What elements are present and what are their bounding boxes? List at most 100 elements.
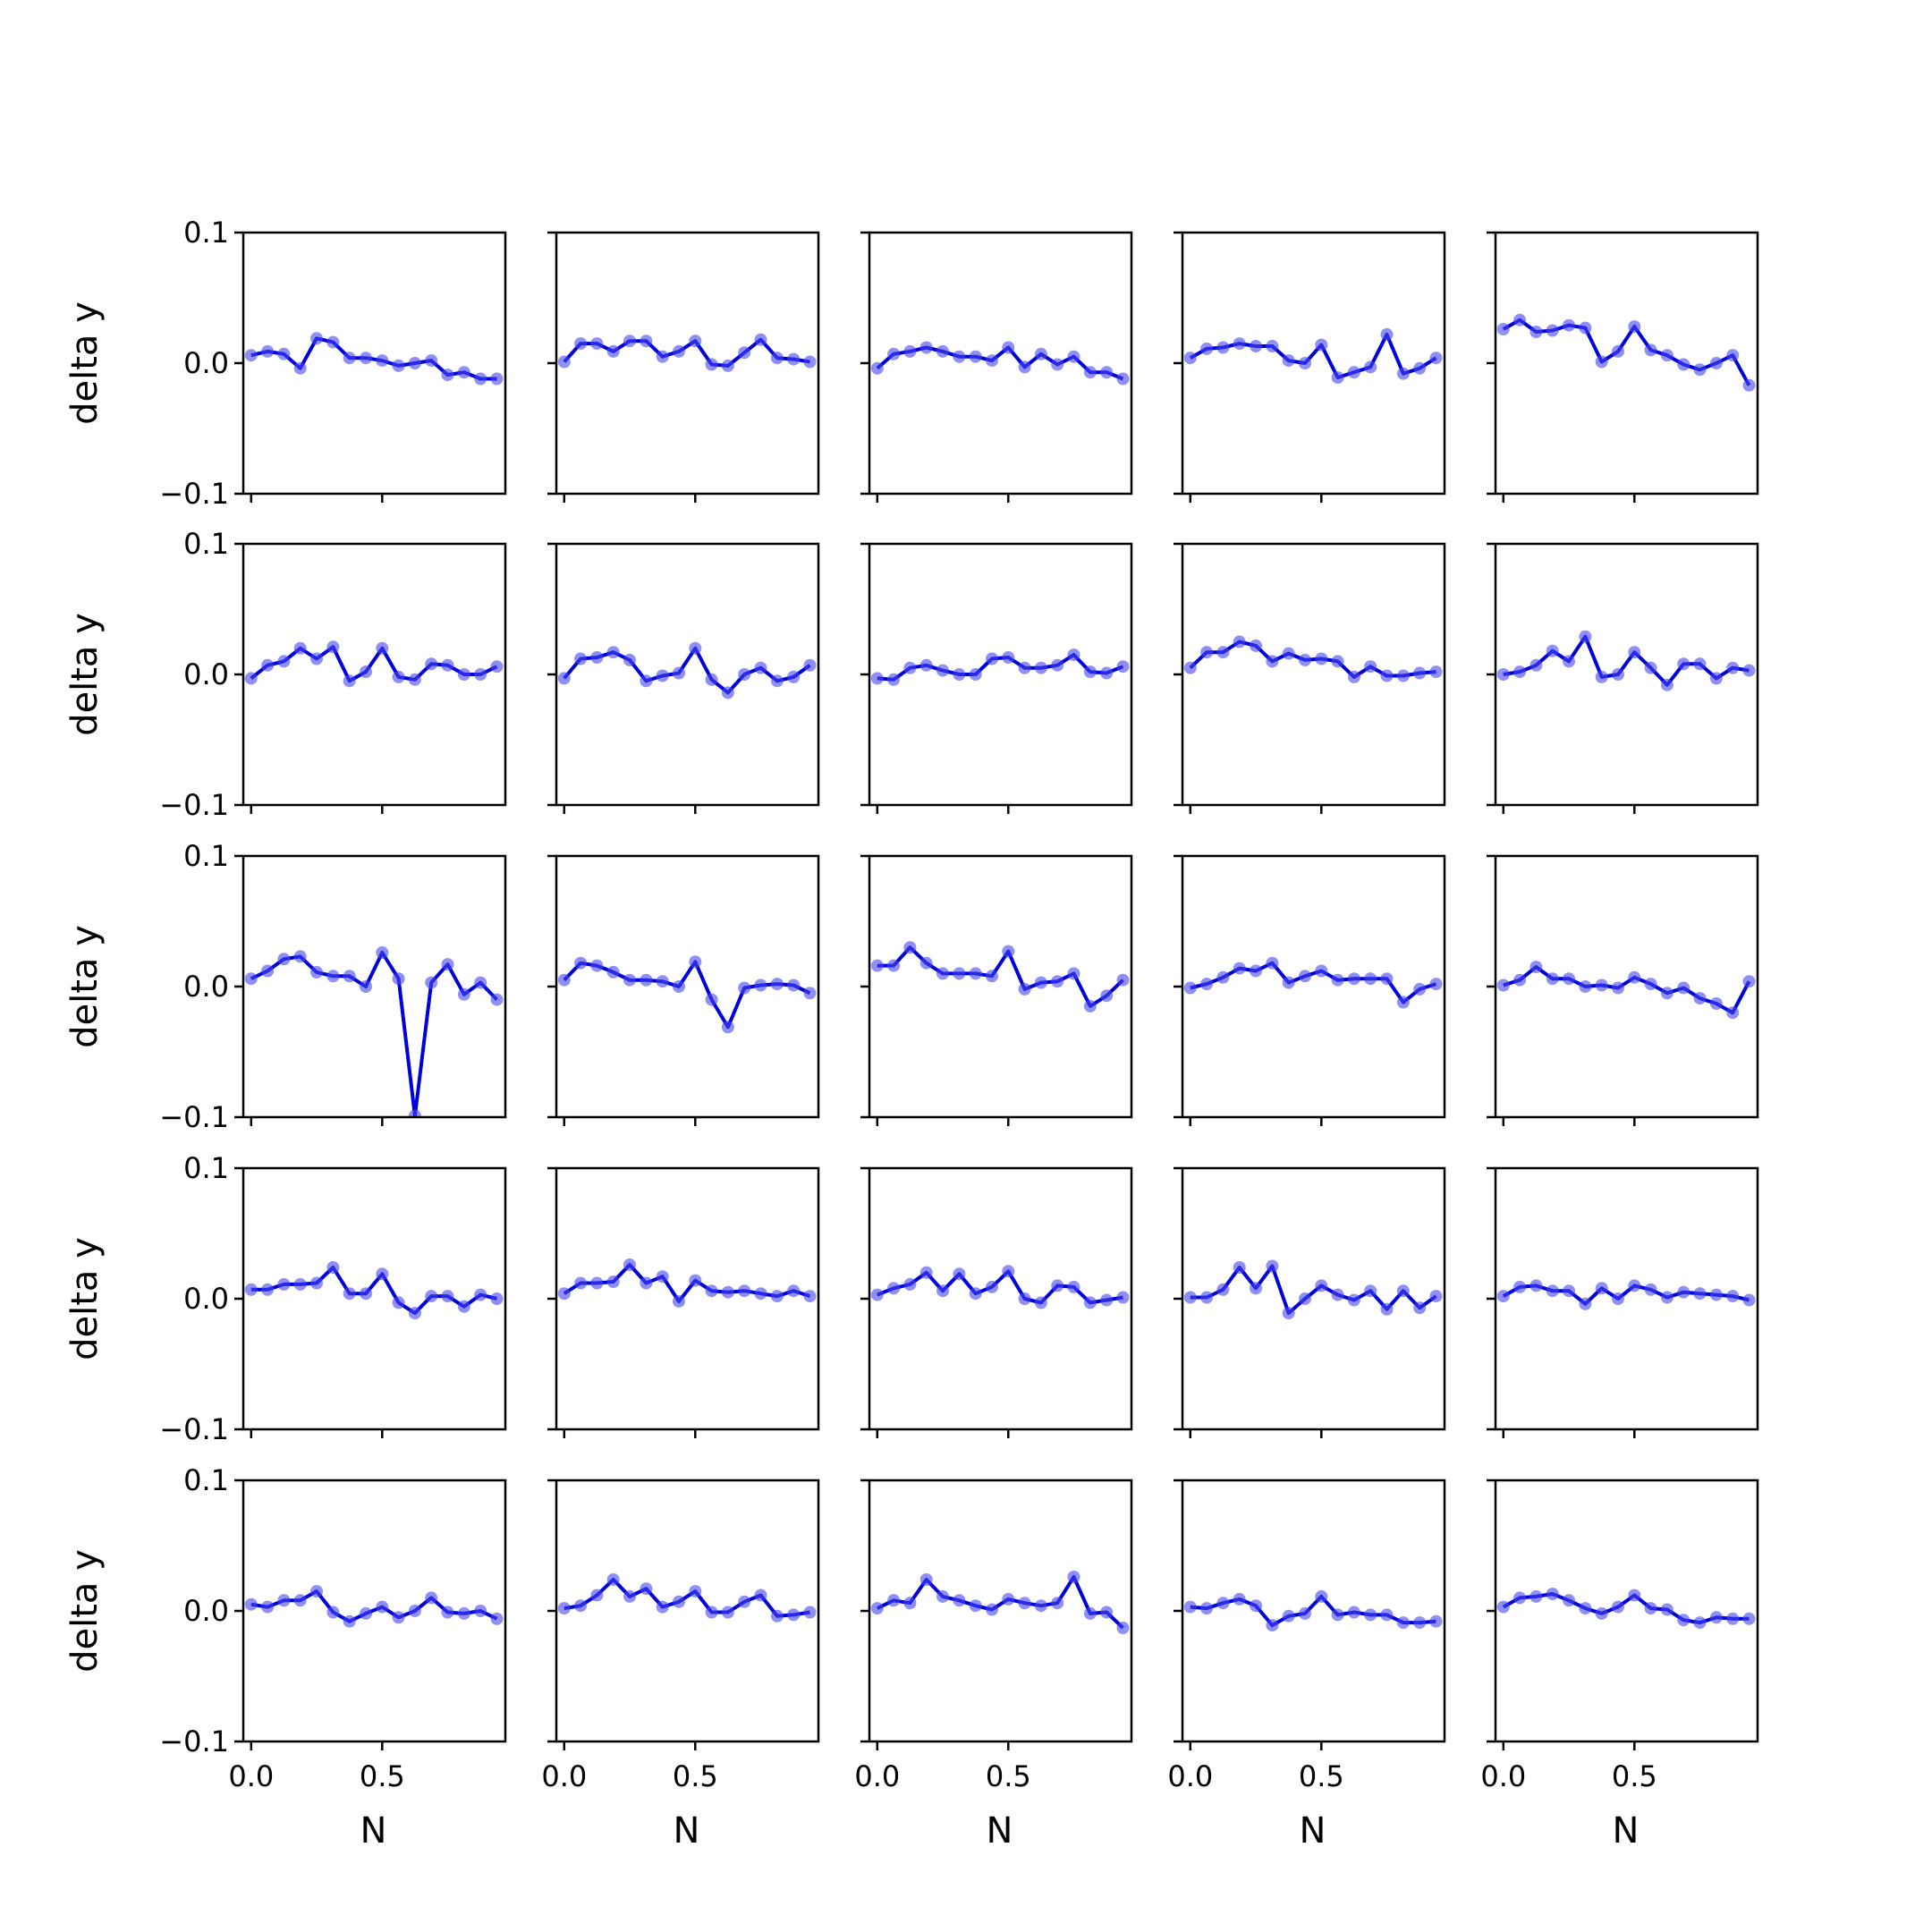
data-point [1299,1606,1311,1620]
axes-frame [868,231,1133,496]
data-point [936,664,949,677]
data-point [1331,655,1344,668]
y-tick-label: −0.1 [159,1100,229,1134]
data-point [261,1283,275,1296]
data-point [1644,1602,1657,1615]
data-point [606,965,620,979]
data-point [1496,979,1510,992]
data-point [1612,1292,1624,1305]
data-line [1189,640,1436,679]
data-point [1002,341,1015,354]
data-point [1612,981,1624,995]
data-point [1413,666,1427,680]
data-point [787,979,801,992]
data-point [1693,992,1707,1005]
data-point [1002,651,1015,664]
data-point [425,976,438,989]
data-point [787,670,801,683]
data-point [1200,978,1214,991]
y-tick-label: 0.0 [183,1282,229,1316]
data-point [474,668,487,681]
data-point [969,668,982,681]
data-point [1034,1296,1047,1309]
data-point [705,1606,718,1619]
data-point [1644,661,1657,674]
data-point [919,1573,933,1586]
data-point [392,972,405,986]
data-point [1116,1291,1130,1304]
data-point [490,1612,504,1625]
data-point [490,660,504,674]
data-point [1216,341,1230,354]
data-point [1216,970,1230,984]
data-point [1513,665,1527,679]
data-point [1429,665,1443,679]
x-tick-label: 0.5 [986,1759,1031,1793]
data-point [474,976,487,989]
data-point [441,658,454,672]
data-point [953,350,966,363]
data-point [721,1021,734,1034]
data-point [457,987,470,1001]
data-point [936,1589,949,1603]
data-line [250,951,498,1117]
data-point [574,337,588,351]
data-point [408,673,421,686]
data-point [1563,1284,1575,1298]
data-point [640,674,653,688]
data-point [277,1277,291,1291]
data-point [1216,1597,1230,1610]
subplot-r3-c4 [1487,1166,1759,1438]
data-point [326,970,340,983]
data-point [1726,349,1740,362]
data-point [623,973,636,987]
data-point [689,641,702,655]
data-point [1429,352,1443,365]
data-point [490,1292,504,1305]
data-point [887,347,901,360]
data-point [293,361,307,375]
x-axis-label: N [674,1810,700,1852]
data-point [1183,981,1197,995]
data-point [640,1276,653,1290]
data-point [441,958,454,971]
data-point [1216,646,1230,659]
data-point [1513,973,1527,987]
data-point [1002,945,1015,958]
data-point [1083,999,1097,1013]
data-point [1315,1279,1328,1292]
data-point [1742,1293,1756,1307]
data-point [986,652,998,665]
data-point [903,661,917,674]
data-point [770,674,784,688]
data-point [1396,367,1410,380]
data-point [640,973,653,987]
data-point [1429,1614,1443,1628]
y-tick-label: 0.1 [183,527,229,561]
data-point [787,1608,801,1622]
data-line [1503,634,1750,687]
data-point [606,646,620,659]
subplot-r1-c1 [547,542,820,814]
subplot-r2-c2 [860,854,1133,1126]
subplot-r1-c2 [860,542,1133,814]
subplot-r2-c0: 0.1 0.0 −0.1 delta y [64,839,507,1134]
data-point [343,970,356,983]
subplot-r2-c3 [1174,854,1446,1126]
data-point [1563,655,1575,668]
data-point [986,1603,998,1616]
subplot-r4-c2: 0.0 0.5 N [854,1479,1133,1852]
data-point [969,967,982,980]
subplot-r0-c1 [547,231,820,503]
data-point [1364,1284,1377,1298]
data-point [1563,1594,1575,1607]
subplot-r4-c3: 0.0 0.5 N [1167,1479,1446,1852]
subplot-r2-c4 [1487,854,1759,1126]
data-point [1315,338,1328,352]
data-point [1347,972,1360,986]
data-point [1579,1297,1592,1310]
data-point [803,1606,817,1619]
data-line [876,1575,1124,1630]
data-point [392,359,405,372]
data-point [557,1602,571,1615]
